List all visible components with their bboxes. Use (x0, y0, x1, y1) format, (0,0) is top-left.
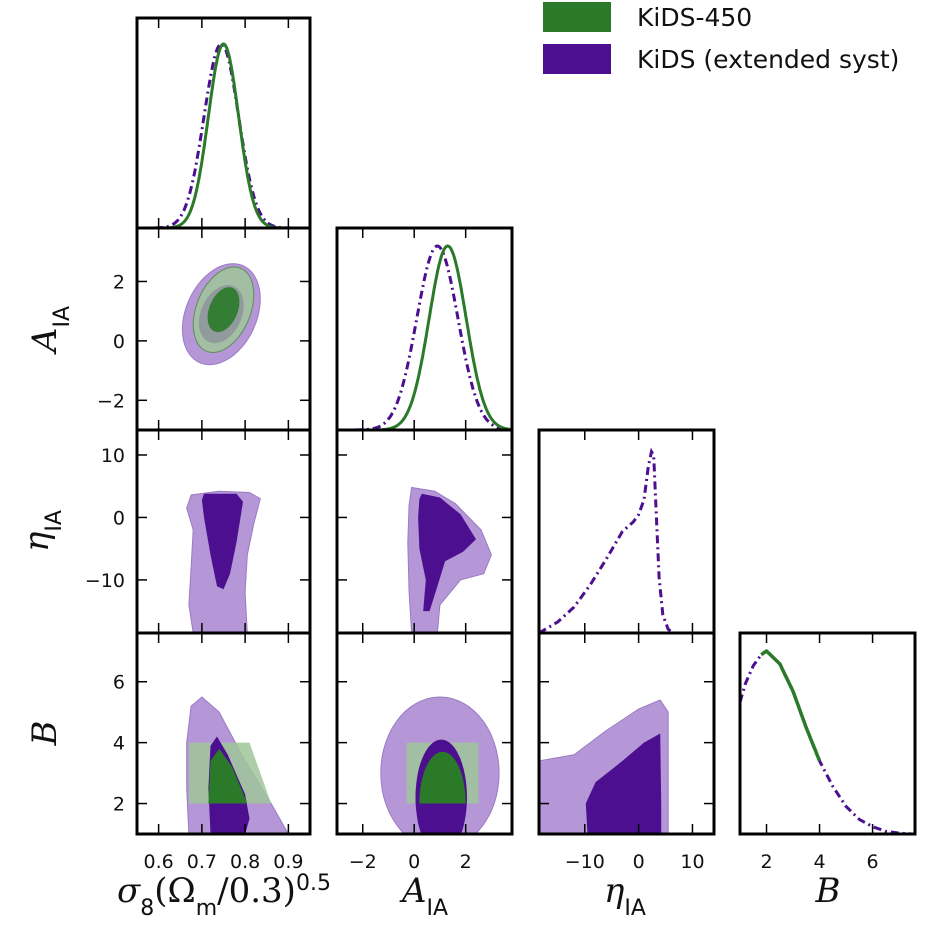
y-tick-label: −10 (85, 570, 125, 592)
axis-title-part: B (25, 721, 65, 747)
contour-eta-vs-s8 (186, 490, 261, 633)
axis-title-part: IA (427, 896, 449, 921)
contour-b-vs-aia (380, 696, 500, 834)
y-tick-label: 10 (101, 445, 125, 467)
axis-title-part: 0.5 (296, 871, 331, 896)
x-tick-label: 0.8 (230, 851, 260, 873)
x-axis-title-aia: AIA (399, 871, 448, 921)
y-tick-label: 2 (113, 271, 125, 293)
marginal-line-kids450 (337, 244, 512, 430)
panel-s8-vs-s8 (135, 16, 312, 230)
y-axis-title-eta: ηIA (17, 510, 67, 552)
axis-title-part: A (399, 871, 427, 911)
y-tick-label: 6 (113, 672, 125, 694)
contour-b-vs-eta (539, 699, 669, 834)
panel-b-vs-eta: −10 0 10 (537, 631, 716, 873)
panel-frame (135, 631, 312, 836)
axis-title-part: A (25, 327, 65, 355)
marginal-s8 (137, 42, 310, 228)
marginal-line-extended (740, 649, 913, 834)
axis-title-part: η (17, 531, 57, 552)
x-tick-label: 0.7 (187, 851, 217, 873)
x-tick-label: 0.9 (273, 851, 303, 873)
x-tick-label: 2 (760, 851, 772, 873)
axis-title-part: /0.3) (217, 871, 296, 911)
y-axis-title-aia: AIA (25, 306, 75, 355)
y-tick-label: 0 (113, 507, 125, 529)
axis-title-part: B (815, 871, 841, 911)
x-tick-label: 4 (813, 851, 825, 873)
marginal-line-kids450 (760, 649, 822, 762)
axis-title-part: m (196, 896, 217, 921)
marginal-line-kids450 (137, 42, 310, 228)
legend-swatch (543, 44, 611, 74)
x-tick-label: −10 (565, 851, 605, 873)
contour-aia-vs-s8 (181, 263, 261, 366)
axis-title-part: (Ω (154, 871, 195, 911)
axis-title-part: IA (50, 306, 75, 328)
y-axis-title-b: B (25, 721, 65, 747)
x-tick-label: −2 (349, 851, 377, 873)
contour-extended-68 (201, 493, 243, 590)
axis-title-part: 8 (140, 896, 154, 921)
contour-kids450-68 (419, 751, 466, 804)
x-tick-label: 0.6 (144, 851, 174, 873)
x-tick-label: 0 (408, 851, 420, 873)
contour-b-vs-s8 (186, 696, 289, 834)
legend-label: KiDS (extended syst) (637, 45, 899, 74)
contour-extended-68 (585, 733, 662, 834)
contour-kids450-68 (207, 287, 240, 333)
panel-frame (335, 226, 514, 432)
x-axis-title-eta: ηIA (604, 871, 646, 921)
x-axis-title-b: B (815, 871, 841, 911)
axis-title-part: σ (117, 871, 141, 911)
axis-title-part: IA (42, 510, 67, 532)
panel-frame (537, 631, 716, 836)
marginal-line-extended (539, 447, 675, 633)
contour-eta-vs-aia (407, 486, 492, 633)
panel-frame (537, 428, 716, 635)
panel-eta-vs-eta (537, 428, 716, 635)
y-tick-label: 4 (113, 733, 125, 755)
x-tick-label: 6 (867, 851, 879, 873)
contour-extended-68 (418, 493, 476, 612)
marginal-b (740, 649, 913, 834)
marginal-line-extended (337, 244, 512, 430)
panel-frame (738, 631, 917, 836)
x-axis-title-s8: σ8(Ωm/0.3)0.5 (117, 871, 331, 921)
panel-aia-vs-s8: −2 0 2 (97, 226, 312, 432)
panel-frame (135, 16, 312, 230)
marginal-line-extended (137, 42, 310, 228)
panel-b-vs-b: 2 4 6 (738, 631, 917, 873)
panel-frame (335, 631, 514, 836)
axis-title-part: IA (624, 896, 646, 921)
panel-aia-vs-aia (335, 226, 514, 432)
y-tick-label: 0 (113, 331, 125, 353)
marginal-aia (337, 244, 512, 430)
panel-b-vs-s8: 2 4 6 0.6 0.7 0.8 0.9 (113, 631, 312, 873)
legend-swatch (543, 2, 611, 32)
x-tick-label: 10 (680, 851, 704, 873)
y-tick-label: −2 (97, 390, 125, 412)
x-tick-label: 0 (633, 851, 645, 873)
x-tick-label: 2 (460, 851, 472, 873)
legend: KiDS-450 KiDS (extended syst) (543, 2, 899, 74)
contour-kids450-68 (208, 748, 248, 804)
panel-b-vs-aia: −2 0 2 (335, 631, 514, 873)
legend-label: KiDS-450 (637, 3, 752, 32)
y-tick-label: 2 (113, 794, 125, 816)
marginal-eta (539, 447, 675, 633)
axis-title-part: η (604, 871, 625, 911)
